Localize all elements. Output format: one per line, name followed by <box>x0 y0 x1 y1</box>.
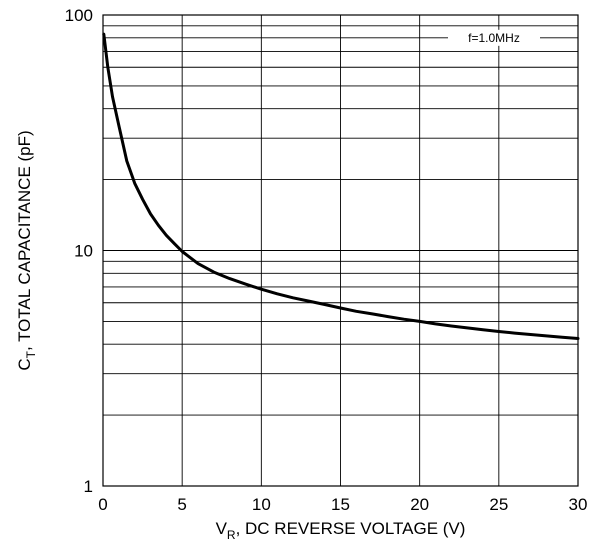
annotation-background <box>448 29 540 46</box>
x-axis-label-text: , DC REVERSE VOLTAGE (V) <box>236 519 466 538</box>
frequency-annotation: f=1.0MHz <box>468 31 520 45</box>
y-axis-label-subscript: T <box>24 350 38 358</box>
x-tick-label: 0 <box>98 495 107 514</box>
y-tick-label: 100 <box>65 6 93 25</box>
capacitance-curve <box>102 32 580 340</box>
plot-frame <box>102 14 579 487</box>
x-tick-labels: 0 5 10 15 20 25 30 <box>98 495 587 514</box>
x-tick-label: 15 <box>331 495 350 514</box>
x-tick-label: 25 <box>489 495 508 514</box>
x-tick-label: 10 <box>252 495 271 514</box>
y-tick-label: 1 <box>84 477 93 496</box>
y-axis-label-text: , TOTAL CAPACITANCE (pF) <box>15 130 34 351</box>
x-tick-label: 5 <box>177 495 186 514</box>
y-axis-label: CT, TOTAL CAPACITANCE (pF) <box>15 130 38 370</box>
x-tick-label: 30 <box>569 495 588 514</box>
x-axis-label-subscript: R <box>227 528 236 542</box>
x-tick-label: 20 <box>410 495 429 514</box>
grid <box>103 15 578 486</box>
y-axis-label-symbol: C <box>15 358 34 370</box>
y-tick-labels: 1 10 100 <box>65 6 93 496</box>
x-axis-label: VR, DC REVERSE VOLTAGE (V) <box>216 519 466 542</box>
y-tick-label: 10 <box>74 242 93 261</box>
x-axis-label-symbol: V <box>216 519 228 538</box>
